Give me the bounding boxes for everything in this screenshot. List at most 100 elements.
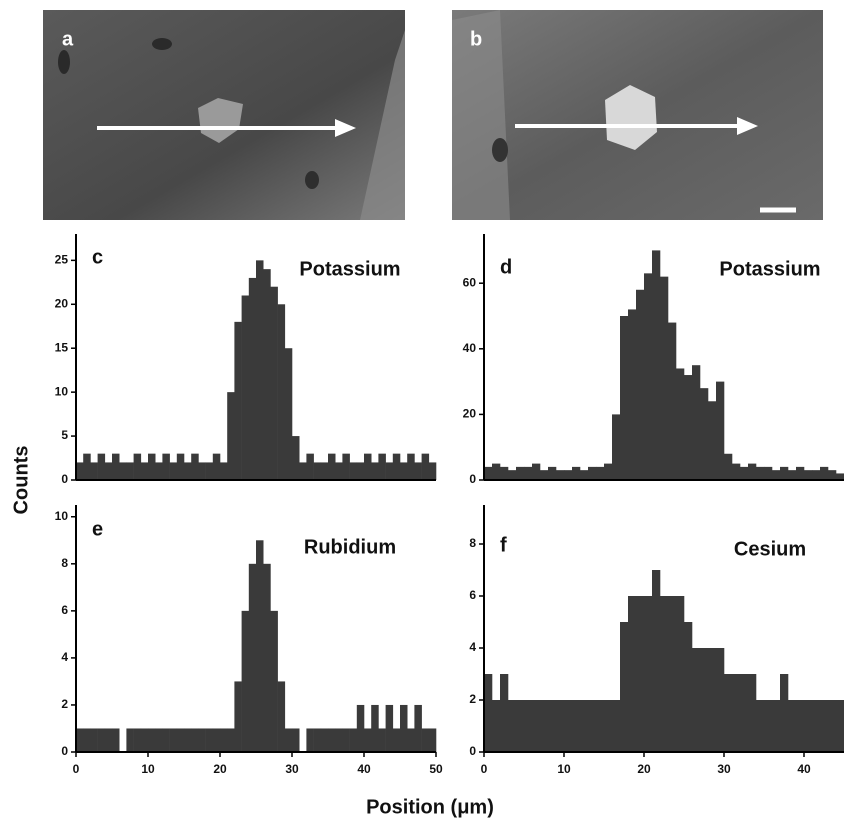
bar xyxy=(700,388,709,480)
bar xyxy=(313,462,322,480)
bar xyxy=(428,728,437,752)
bar xyxy=(414,704,422,752)
bar xyxy=(364,728,372,752)
y-tick-label: 0 xyxy=(61,472,68,486)
bar xyxy=(392,453,401,480)
bar xyxy=(349,728,358,752)
bar xyxy=(524,700,533,752)
bar xyxy=(378,728,386,752)
bar xyxy=(162,728,170,752)
bar xyxy=(724,674,733,752)
bar xyxy=(500,466,509,480)
y-tick-label: 0 xyxy=(469,744,476,758)
bar xyxy=(385,462,394,480)
bar xyxy=(500,674,509,752)
bar xyxy=(596,466,605,480)
bar xyxy=(234,681,242,752)
bar xyxy=(198,462,206,480)
bar xyxy=(292,728,300,752)
bar xyxy=(191,728,199,752)
bar xyxy=(740,466,749,480)
bar xyxy=(428,462,437,480)
bar xyxy=(604,463,613,480)
bar xyxy=(740,674,749,752)
bar xyxy=(76,728,84,752)
bar xyxy=(564,700,573,752)
bar xyxy=(97,453,106,480)
bar xyxy=(256,540,264,752)
bar xyxy=(234,321,242,480)
bar xyxy=(492,463,501,480)
bar xyxy=(636,596,645,752)
bar xyxy=(788,700,797,752)
bar xyxy=(508,700,517,752)
bar xyxy=(155,462,163,480)
bar xyxy=(90,462,98,480)
bar xyxy=(328,453,336,480)
bar xyxy=(652,250,661,480)
bar xyxy=(628,596,637,752)
image-label: a xyxy=(62,28,74,50)
image-label: b xyxy=(470,28,482,50)
bar xyxy=(133,453,142,480)
sem-image-b xyxy=(452,10,823,220)
bar xyxy=(804,700,813,752)
bar xyxy=(588,466,597,480)
bar xyxy=(97,728,106,752)
bar xyxy=(548,700,557,752)
bar xyxy=(104,728,113,752)
bar xyxy=(612,414,621,480)
bar xyxy=(572,700,581,752)
bar xyxy=(284,728,293,752)
bar xyxy=(796,700,805,752)
bar xyxy=(256,260,264,480)
bar xyxy=(212,453,221,480)
bar xyxy=(220,728,228,752)
bar xyxy=(407,453,415,480)
bar xyxy=(392,728,401,752)
bar xyxy=(277,681,286,752)
bar xyxy=(140,728,149,752)
bar xyxy=(644,596,653,752)
bar xyxy=(104,462,113,480)
x-tick-label: 50 xyxy=(429,762,443,776)
bar xyxy=(748,463,757,480)
bar xyxy=(652,570,661,752)
x-tick-label: 40 xyxy=(797,762,811,776)
bar xyxy=(668,596,677,752)
bar xyxy=(270,286,278,480)
x-tick-label: 20 xyxy=(213,762,227,776)
panel-label: f xyxy=(500,534,507,556)
bar xyxy=(400,462,408,480)
bar xyxy=(676,596,685,752)
bar xyxy=(227,728,235,752)
bar xyxy=(716,648,725,752)
bar xyxy=(580,470,589,480)
y-tick-label: 20 xyxy=(55,296,69,310)
bar xyxy=(407,728,415,752)
panel-label: d xyxy=(500,256,512,278)
y-tick-label: 4 xyxy=(469,640,476,654)
bar xyxy=(263,563,271,752)
bar xyxy=(644,273,653,480)
bar xyxy=(414,462,422,480)
y-tick-label: 0 xyxy=(61,744,68,758)
bar xyxy=(564,470,573,480)
bar xyxy=(828,470,837,480)
bar xyxy=(756,700,765,752)
bar xyxy=(540,700,549,752)
bar xyxy=(378,453,386,480)
bar xyxy=(732,463,741,480)
bar xyxy=(205,728,214,752)
bar xyxy=(421,453,430,480)
bar xyxy=(292,436,300,480)
bar xyxy=(788,470,797,480)
panel-title: Cesium xyxy=(734,538,806,560)
y-tick-label: 5 xyxy=(61,428,68,442)
bar xyxy=(184,462,192,480)
bar xyxy=(620,622,629,752)
y-tick-label: 2 xyxy=(61,697,68,711)
bar xyxy=(140,462,149,480)
y-tick-label: 15 xyxy=(55,340,69,354)
